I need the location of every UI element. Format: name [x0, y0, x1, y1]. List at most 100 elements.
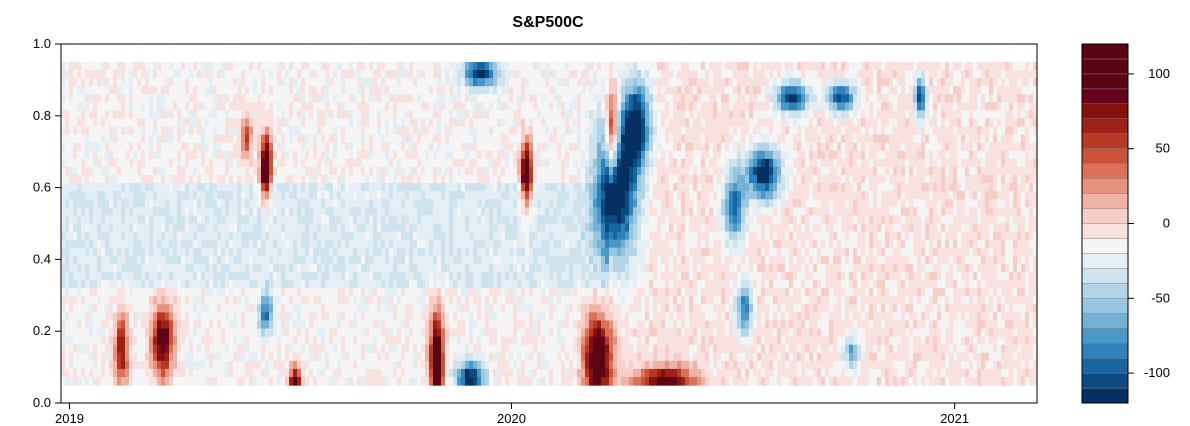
heatmap-cell — [473, 142, 478, 152]
heatmap-cell — [89, 94, 94, 103]
heatmap-cell — [477, 328, 482, 338]
heatmap-cell — [505, 360, 510, 370]
heatmap-cell — [437, 166, 442, 176]
heatmap-cell — [373, 304, 378, 313]
heatmap-cell — [177, 175, 182, 184]
heatmap-cell — [233, 376, 238, 386]
heatmap-cell — [353, 183, 358, 192]
heatmap-cell — [397, 78, 402, 87]
heatmap-cell — [261, 344, 266, 354]
heatmap-cell — [305, 223, 310, 233]
heatmap-cell — [521, 320, 526, 330]
heatmap-cell — [245, 86, 250, 95]
heatmap-cell — [369, 199, 374, 208]
heatmap-cell — [525, 312, 530, 322]
heatmap-cell — [177, 263, 182, 273]
heatmap-cell — [405, 61, 410, 71]
heatmap-cell — [201, 102, 206, 112]
heatmap-cell — [285, 126, 290, 136]
heatmap-cell — [129, 199, 134, 208]
heatmap-cell — [129, 191, 134, 200]
heatmap-cell — [153, 158, 158, 168]
heatmap-cell — [117, 280, 122, 289]
heatmap-cell — [357, 118, 362, 128]
heatmap-cell — [349, 102, 354, 112]
heatmap-cell — [509, 255, 514, 265]
heatmap-cell — [329, 263, 334, 273]
heatmap-cell — [225, 328, 230, 338]
heatmap-cell — [221, 175, 226, 184]
heatmap-cell — [105, 142, 110, 152]
heatmap-cell — [457, 110, 462, 120]
heatmap-cell — [329, 110, 334, 120]
heatmap-cell — [317, 134, 322, 144]
heatmap-cell — [545, 207, 550, 217]
heatmap-cell — [81, 223, 86, 233]
heatmap-cell — [337, 134, 342, 144]
heatmap-cell — [309, 344, 314, 354]
heatmap-cell — [341, 191, 346, 200]
heatmap-cell — [525, 183, 530, 192]
heatmap-cell — [517, 360, 522, 370]
heatmap-cell — [213, 368, 218, 378]
heatmap-cell — [493, 360, 498, 370]
heatmap-cell — [237, 158, 242, 168]
heatmap-cell — [477, 247, 482, 257]
heatmap-cell — [149, 102, 154, 112]
heatmap-cell — [141, 336, 146, 346]
heatmap-cell — [397, 126, 402, 136]
heatmap-cell — [141, 376, 146, 386]
heatmap-cell — [381, 223, 386, 233]
heatmap-cell — [137, 183, 142, 192]
heatmap-cell — [465, 61, 470, 71]
heatmap-cell — [529, 271, 534, 281]
heatmap-cell — [113, 70, 118, 79]
heatmap-cell — [233, 70, 238, 79]
heatmap-cell — [301, 183, 306, 192]
heatmap-cell — [489, 336, 494, 346]
heatmap-cell — [245, 296, 250, 305]
heatmap-cell — [221, 328, 226, 338]
heatmap-cell — [497, 70, 502, 79]
heatmap-cell — [441, 255, 446, 265]
heatmap-cell — [541, 255, 546, 265]
heatmap-cell — [489, 61, 494, 71]
heatmap-cell — [293, 78, 298, 87]
heatmap-cell — [529, 78, 534, 87]
heatmap-cell — [177, 199, 182, 208]
heatmap-cell — [313, 360, 318, 370]
heatmap-cell — [549, 344, 554, 354]
heatmap-cell — [81, 175, 86, 184]
heatmap-cell — [253, 118, 258, 128]
heatmap-cell — [349, 70, 354, 79]
heatmap-cell — [233, 142, 238, 152]
heatmap-cell — [497, 328, 502, 338]
heatmap-cell — [313, 102, 318, 112]
heatmap-cell — [269, 102, 274, 112]
heatmap-cell — [433, 142, 438, 152]
heatmap-cell — [221, 118, 226, 128]
heatmap-cell — [441, 158, 446, 168]
heatmap-cell — [553, 166, 558, 176]
heatmap-cell — [493, 166, 498, 176]
heatmap-cell — [461, 199, 466, 208]
heatmap-cell — [101, 352, 106, 362]
heatmap-cell — [409, 183, 414, 192]
heatmap-cell — [105, 263, 110, 273]
heatmap-cell — [253, 207, 258, 217]
heatmap-cell — [381, 312, 386, 322]
heatmap-cell — [257, 110, 262, 120]
heatmap-cell — [421, 102, 426, 112]
heatmap-cell — [101, 288, 106, 297]
heatmap-cell — [477, 296, 482, 305]
heatmap-cell — [465, 78, 470, 87]
heatmap-cell — [493, 271, 498, 281]
heatmap-cell — [153, 360, 158, 370]
heatmap-cell — [257, 142, 262, 152]
heatmap-cell — [361, 199, 366, 208]
heatmap-cell — [305, 158, 310, 168]
heatmap-cell — [413, 215, 418, 225]
heatmap-cell — [177, 352, 182, 362]
heatmap-cell — [333, 296, 338, 305]
heatmap-cell — [125, 376, 130, 386]
